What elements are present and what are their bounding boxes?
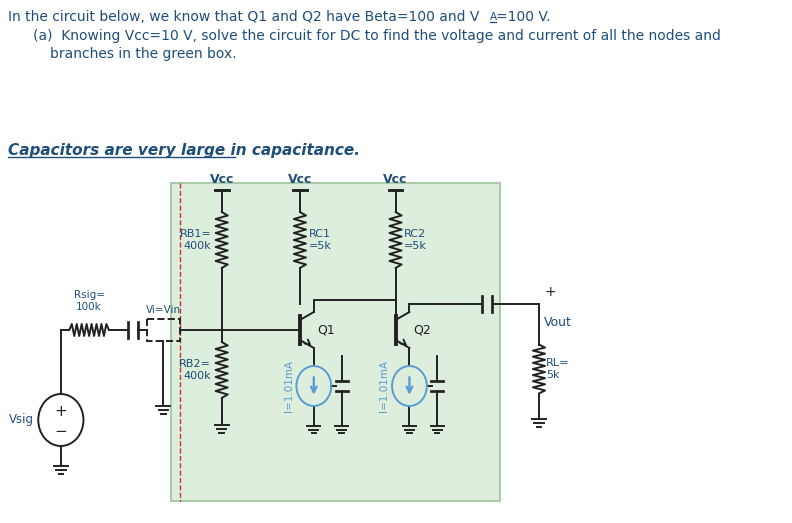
Text: Q1: Q1 — [318, 324, 335, 336]
Text: Vcc: Vcc — [287, 173, 312, 186]
Text: (a)  Knowing Vcc=10 V, solve the circuit for DC to find the voltage and current : (a) Knowing Vcc=10 V, solve the circuit … — [33, 29, 721, 43]
Text: −: − — [55, 424, 67, 438]
Bar — [147, 319, 180, 341]
Text: branches in the green box.: branches in the green box. — [51, 47, 237, 61]
Text: Capacitors are very large in capacitance.: Capacitors are very large in capacitance… — [8, 143, 360, 158]
Bar — [171, 183, 500, 501]
Text: RB2=
400k: RB2= 400k — [179, 359, 211, 381]
Text: Vi=Vin: Vi=Vin — [146, 305, 181, 315]
Text: Vsig: Vsig — [9, 414, 34, 426]
Text: Rsig=
100k: Rsig= 100k — [74, 290, 105, 312]
Text: In the circuit below, we know that Q1 and Q2 have Beta=100 and V: In the circuit below, we know that Q1 an… — [8, 10, 479, 24]
Text: A: A — [490, 12, 497, 22]
Text: I=1.01mA: I=1.01mA — [284, 360, 294, 412]
Text: RB1=
400k: RB1= 400k — [180, 229, 211, 251]
Text: Vcc: Vcc — [209, 173, 234, 186]
Text: RL=
5k: RL= 5k — [546, 358, 569, 380]
Text: +: + — [544, 285, 556, 299]
Text: RC1
=5k: RC1 =5k — [309, 229, 332, 251]
Text: I=1.01mA: I=1.01mA — [379, 360, 390, 412]
Text: Vcc: Vcc — [383, 173, 408, 186]
Text: +: + — [55, 404, 67, 418]
Text: Vout: Vout — [544, 316, 572, 329]
Text: RC2
=5k: RC2 =5k — [404, 229, 427, 251]
Text: Q2: Q2 — [413, 324, 431, 336]
Text: =100 V.: =100 V. — [497, 10, 551, 24]
